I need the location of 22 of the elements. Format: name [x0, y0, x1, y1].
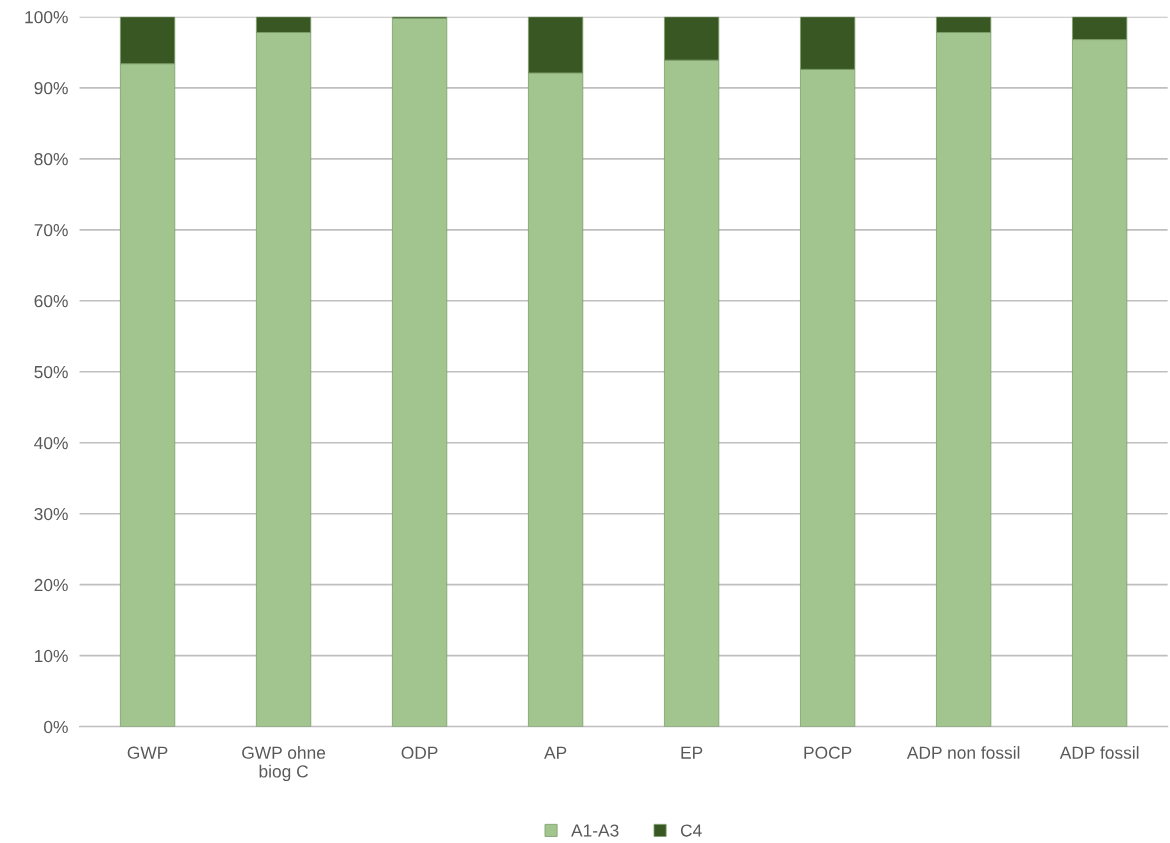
- y-tick-label: 90%: [34, 82, 68, 95]
- x-tick-label: AP: [544, 746, 567, 759]
- legend-label: A1-A3: [571, 824, 619, 837]
- x-tick-label: EP: [681, 746, 703, 759]
- x-tick-label: ODP: [401, 746, 438, 759]
- legend-label: C4: [680, 824, 702, 837]
- y-tick-label: 20%: [34, 578, 68, 592]
- x-tick-label: GWP: [127, 746, 168, 759]
- y-tick-label: 10%: [35, 649, 68, 663]
- y-tick-label: 30%: [34, 507, 68, 521]
- x-tick-label: POCP: [804, 746, 852, 759]
- y-tick-label: 70%: [34, 223, 68, 237]
- y-tick-label: 50%: [34, 365, 68, 379]
- bar: [391, 17, 448, 727]
- y-tick-label: 100%: [25, 11, 68, 24]
- y-tick-label: 60%: [34, 294, 68, 308]
- x-tick-label: GWP ohne biog C: [242, 746, 326, 781]
- y-tick-label: 40%: [34, 436, 68, 450]
- x-tick-label: ADP non fossil: [906, 746, 1020, 759]
- y-tick-label: 0%: [44, 720, 68, 734]
- y-tick-label: 80%: [34, 152, 68, 166]
- x-tick-label: ADP fossil: [1059, 746, 1139, 759]
